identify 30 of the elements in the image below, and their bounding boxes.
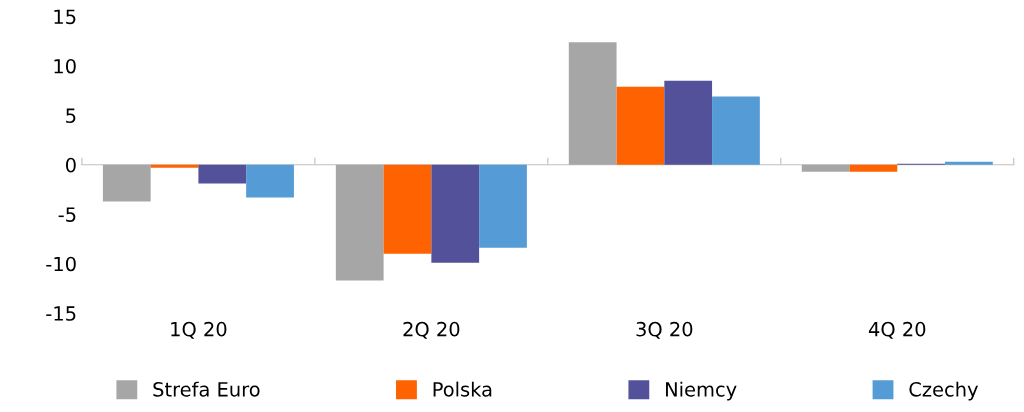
bar bbox=[383, 164, 432, 254]
legend-label: Polska bbox=[433, 381, 492, 397]
bar bbox=[849, 164, 898, 172]
bar bbox=[568, 42, 617, 165]
bar bbox=[945, 161, 993, 165]
y-tick-label: 10 bbox=[54, 58, 76, 74]
legend-label: Strefa Euro bbox=[153, 381, 260, 397]
x-tick-label: 3Q 20 bbox=[636, 321, 693, 339]
legend-label: Czechy bbox=[909, 381, 978, 401]
y-tick-label: -15 bbox=[46, 306, 76, 321]
y-tick-label: 0 bbox=[65, 157, 76, 173]
bar bbox=[102, 164, 151, 202]
bar bbox=[150, 164, 199, 168]
bar bbox=[801, 164, 850, 172]
legend-label: Niemcy bbox=[666, 381, 737, 401]
bar bbox=[431, 164, 480, 263]
bar bbox=[198, 164, 247, 184]
bar bbox=[479, 164, 527, 248]
x-tick-label: 1Q 20 bbox=[171, 321, 227, 339]
y-tick-label: -5 bbox=[58, 207, 76, 222]
y-tick-label: 5 bbox=[66, 108, 76, 124]
bar bbox=[335, 164, 384, 281]
bar bbox=[664, 80, 713, 165]
y-tick-label: 15 bbox=[54, 9, 76, 25]
x-tick-label: 4Q 20 bbox=[868, 321, 926, 339]
x-tick-label: 2Q 20 bbox=[403, 321, 460, 339]
bar bbox=[616, 86, 665, 165]
bar bbox=[712, 96, 760, 165]
y-tick-label: -10 bbox=[46, 256, 76, 272]
bar bbox=[246, 164, 294, 198]
